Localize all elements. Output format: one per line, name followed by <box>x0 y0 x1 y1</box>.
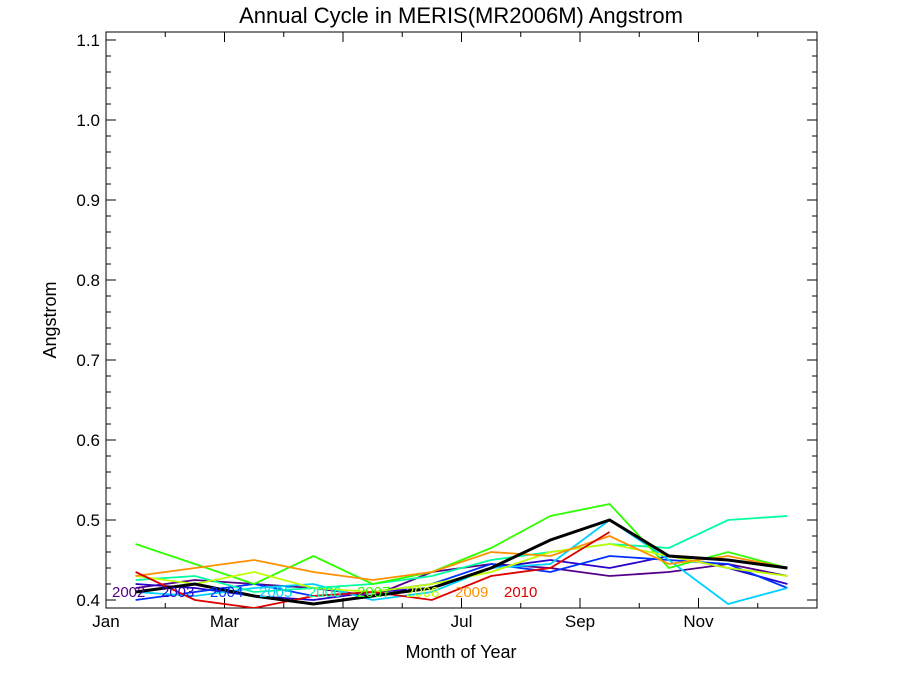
series-lines <box>135 503 788 608</box>
y-tick-label: 0.8 <box>76 271 100 290</box>
x-tick-label: Nov <box>683 612 714 631</box>
y-tick-label: 0.4 <box>76 591 100 610</box>
legend-label-2004: 2004 <box>210 584 243 601</box>
plot-frame <box>105 31 818 609</box>
y-tick-label: 1.1 <box>76 31 100 50</box>
x-axis: Jan Mar May Jul Sep Nov <box>92 32 759 631</box>
y-tick-label: 0.5 <box>76 511 100 530</box>
legend-label-2002: 2002 <box>112 584 145 601</box>
y-tick-label: 1.0 <box>76 111 100 130</box>
legend-label-2005: 2005 <box>259 584 292 601</box>
legend-label-2003: 2003 <box>161 584 194 601</box>
y-tick-label: 0.7 <box>76 351 100 370</box>
x-tick-label: Jan <box>92 612 119 631</box>
legend-label-2009: 2009 <box>455 584 488 601</box>
y-tick-label: 0.9 <box>76 191 100 210</box>
x-axis-label: Month of Year <box>405 642 516 662</box>
mean-series-line <box>135 518 788 606</box>
legend: 2002 2003 2004 2005 2006 2007 2008 2009 2010 <box>112 584 537 601</box>
legend-label-2007: 2007 <box>357 584 390 601</box>
series-line-2010 <box>135 531 611 608</box>
y-axis-label: Angstrom <box>40 281 60 358</box>
y-axis: 0.4 0.5 0.6 0.7 0.8 0.9 1.0 1.1 <box>76 31 817 610</box>
series-line-2004 <box>135 555 788 601</box>
y-tick-label: 0.6 <box>76 431 100 450</box>
x-tick-label: May <box>327 612 360 631</box>
chart-title: Annual Cycle in MERIS(MR2006M) Angstrom <box>239 3 683 28</box>
series-line-2007 <box>135 503 788 585</box>
series-line-2009 <box>135 535 788 581</box>
x-tick-label: Mar <box>210 612 240 631</box>
legend-label-2008: 2008 <box>406 584 439 601</box>
legend-label-2006: 2006 <box>308 584 341 601</box>
x-tick-label: Sep <box>565 612 595 631</box>
legend-label-2010: 2010 <box>504 584 537 601</box>
x-tick-label: Jul <box>451 612 473 631</box>
series-line-2006 <box>135 515 788 593</box>
